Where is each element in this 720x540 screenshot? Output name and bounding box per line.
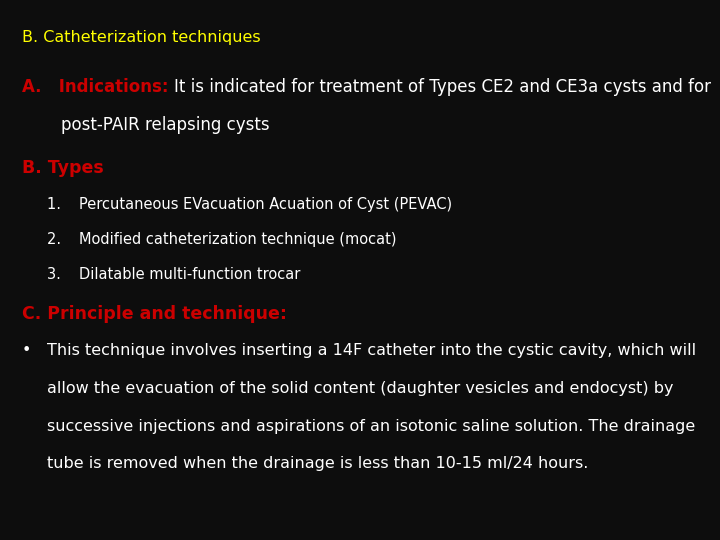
Text: It is indicated for treatment of Types CE2 and CE3a cysts and for: It is indicated for treatment of Types C… — [174, 78, 711, 96]
Text: Modified catheterization technique (mocat): Modified catheterization technique (moca… — [79, 232, 397, 247]
Text: 1.: 1. — [47, 197, 79, 212]
Text: B. Catheterization techniques: B. Catheterization techniques — [22, 30, 260, 45]
Text: Percutaneous EVacuation Acuation of Cyst (PEVAC): Percutaneous EVacuation Acuation of Cyst… — [79, 197, 452, 212]
Text: B. Types: B. Types — [22, 159, 104, 177]
Text: •: • — [22, 343, 31, 358]
Text: Dilatable multi-function trocar: Dilatable multi-function trocar — [79, 267, 300, 282]
Text: tube is removed when the drainage is less than 10-15 ml/24 hours.: tube is removed when the drainage is les… — [47, 456, 588, 471]
Text: C. Principle and technique:: C. Principle and technique: — [22, 305, 287, 323]
Text: successive injections and aspirations of an isotonic saline solution. The draina: successive injections and aspirations of… — [47, 418, 695, 434]
Text: allow the evacuation of the solid content (daughter vesicles and endocyst) by: allow the evacuation of the solid conten… — [47, 381, 673, 396]
Text: 3.: 3. — [47, 267, 79, 282]
Text: 2.: 2. — [47, 232, 79, 247]
Text: This technique involves inserting a 14F catheter into the cystic cavity, which w: This technique involves inserting a 14F … — [47, 343, 696, 358]
Text: post-PAIR relapsing cysts: post-PAIR relapsing cysts — [61, 116, 270, 134]
Text: A.   Indications:: A. Indications: — [22, 78, 174, 96]
